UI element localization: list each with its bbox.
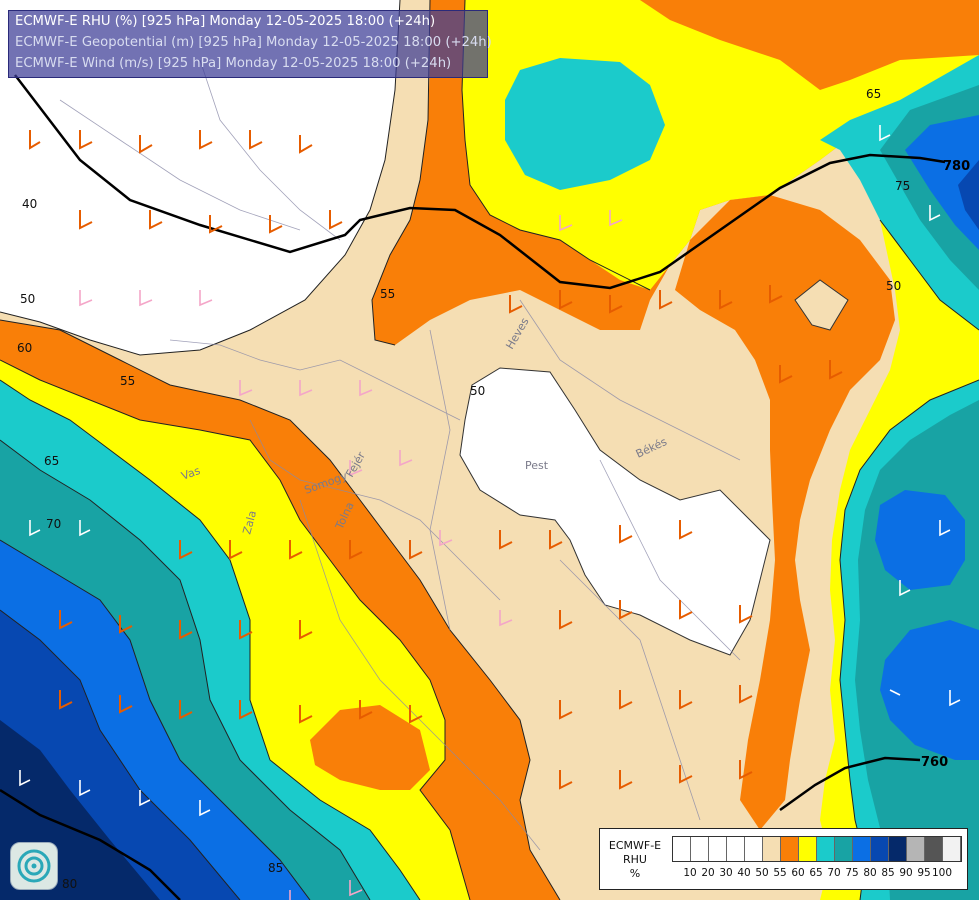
region-label-zala: Zala [240, 509, 259, 536]
legend-tick: 90 [899, 867, 913, 879]
legend-swatch [763, 837, 781, 861]
contour-value-labels: 40 50 55 60 55 65 70 75 50 65 50 85 80 [17, 87, 910, 891]
legend-color-bar [672, 836, 962, 862]
legend-title-unit: % [629, 867, 641, 880]
legend-tick: 30 [719, 867, 733, 879]
contour-label: 85 [268, 861, 283, 875]
wind-barbs-light [19, 125, 961, 817]
legend-tick: 80 [863, 867, 877, 879]
brand-logo [10, 842, 58, 890]
legend-tick: 50 [755, 867, 769, 879]
legend-tick: 10 [683, 867, 697, 879]
legend-swatch [745, 837, 763, 861]
rhu-orange-region-east [675, 195, 895, 830]
legend-swatch [673, 837, 691, 861]
legend-swatch [907, 837, 925, 861]
legend-swatch [871, 837, 889, 861]
legend-swatch [799, 837, 817, 861]
legend-swatch [727, 837, 745, 861]
legend-swatch [709, 837, 727, 861]
rhu-orange-blob-sw [310, 705, 430, 790]
contour-label: 65 [44, 454, 59, 468]
rhu-darkblue-region-ne [958, 160, 979, 230]
contour-label: 50 [470, 384, 485, 398]
legend-swatch [853, 837, 871, 861]
contour-label: 60 [17, 341, 32, 355]
rhu-white-region-nw [0, 0, 400, 355]
contour-label: 55 [120, 374, 135, 388]
wind-title: ECMWF-E Wind (m/s) [925 hPa] Monday 12-0… [15, 56, 452, 71]
geopotential-760-contour [779, 756, 921, 812]
region-label-vas: Vas [180, 464, 203, 483]
geopotential-780-contour [14, 74, 946, 290]
legend-tick: 85 [881, 867, 895, 879]
legend-tick: 55 [773, 867, 787, 879]
legend-tick: 20 [701, 867, 715, 879]
legend-tick: 70 [827, 867, 841, 879]
rhu-blue-region-ne [905, 115, 979, 250]
rhu-blue-region-east-lower [880, 620, 979, 760]
legend-tick: 100 [931, 867, 953, 879]
rhu-cyan-blob-north [505, 58, 665, 190]
rhu-legend: ECMWF-E RHU % 10 20 30 40 50 55 60 65 70 75 80 85 90… [599, 828, 968, 890]
geopotential-labels: 780 760 [921, 159, 970, 770]
legend-tick: 40 [737, 867, 751, 879]
contour-label: 50 [20, 292, 35, 306]
legend-swatch [943, 837, 961, 861]
legend-swatch [691, 837, 709, 861]
contour-label: 40 [22, 197, 37, 211]
geopotential-label-780: 780 [943, 159, 970, 174]
contour-label: 50 [886, 279, 901, 293]
contour-label: 75 [895, 179, 910, 193]
rhu-blue-region-east-upper [875, 490, 965, 590]
contour-label: 70 [46, 517, 61, 531]
legend-tick: 60 [791, 867, 805, 879]
rhu-title: ECMWF-E RHU (%) [925 hPa] Monday 12-05-2… [15, 14, 436, 29]
legend-title-variable: RHU [623, 853, 647, 866]
region-label-pest: Pest [525, 459, 549, 472]
legend-swatch [835, 837, 853, 861]
legend-tick: 65 [809, 867, 823, 879]
geopotential-label-760: 760 [921, 755, 948, 770]
wind-barbs-pink [79, 210, 623, 900]
wind-barbs-orange [29, 130, 843, 790]
rhu-tan-island-ne [794, 279, 849, 331]
admin-borders [59, 59, 741, 851]
legend-ticks: 10 20 30 40 50 55 60 65 70 75 80 85 90 95 100 [672, 867, 962, 881]
geopotential-title: ECMWF-E Geopotential (m) [925 hPa] Monda… [15, 35, 492, 50]
contour-label: 65 [866, 87, 881, 101]
legend-title-model: ECMWF-E [608, 839, 662, 852]
legend-swatch [817, 837, 835, 861]
legend-swatch [889, 837, 907, 861]
legend-title: ECMWF-E RHU % [602, 839, 668, 881]
map-title-box: ECMWF-E RHU (%) [925 hPa] Monday 12-05-2… [8, 10, 492, 78]
legend-tick: 75 [845, 867, 859, 879]
legend-swatch [925, 837, 943, 861]
rhu-white-region-center [459, 367, 771, 656]
contour-label: 80 [62, 877, 77, 891]
legend-swatch [781, 837, 799, 861]
legend-tick: 95 [917, 867, 931, 879]
contour-label: 55 [380, 287, 395, 301]
geopotential-sw-contour [0, 788, 181, 900]
swirl-icon [17, 849, 51, 883]
